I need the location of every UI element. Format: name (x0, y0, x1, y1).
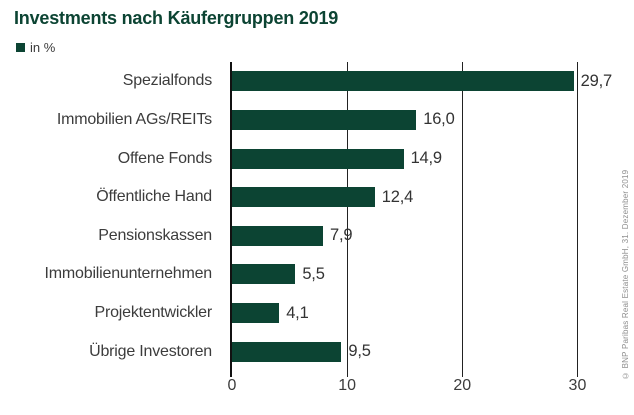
value-label: 4,1 (286, 303, 309, 322)
value-label: 5,5 (302, 264, 325, 283)
bar-rows: 29,7 16,0 14,9 12,4 7,9 5,5 (232, 62, 612, 371)
x-tick-label: 10 (338, 377, 357, 394)
value-label: 16,0 (423, 110, 455, 129)
chart-title: Investments nach Käufergruppen 2019 (14, 8, 339, 28)
bar-row: 4,1 (232, 294, 612, 333)
source-note: © BNP Paribas Real Estate GmbH, 31. Deze… (621, 169, 630, 380)
gridline-20 (462, 62, 464, 377)
category-label: Offene Fonds (117, 149, 212, 167)
bar (232, 187, 375, 208)
x-tick-label: 0 (227, 377, 237, 394)
value-label: 9,5 (348, 342, 371, 361)
bar (232, 264, 296, 285)
bar (232, 148, 404, 169)
y-axis-line (230, 62, 232, 377)
plot-area: 29,7 16,0 14,9 12,4 7,9 5,5 (230, 62, 612, 377)
category-label: Pensionskassen (98, 226, 212, 244)
bar-row: 16,0 (232, 101, 612, 140)
value-label: 12,4 (381, 187, 414, 206)
value-label: 14,9 (410, 149, 443, 168)
bar-row: 12,4 (232, 178, 612, 217)
category-label: Projektentwickler (94, 304, 212, 322)
bar-row: 7,9 (232, 217, 612, 256)
x-tick-label: 30 (568, 377, 587, 394)
bar (232, 303, 280, 324)
category-label: Öffentliche Hand (96, 188, 212, 206)
category-label: Übrige Investoren (89, 342, 212, 360)
value-label: 29,7 (580, 71, 613, 90)
x-tick-label: 20 (453, 377, 472, 394)
category-label: Spezialfonds (122, 72, 212, 90)
legend-label: in % (30, 40, 56, 55)
bar (232, 341, 342, 362)
legend-swatch-icon (16, 43, 25, 52)
bar-row: 5,5 (232, 255, 612, 294)
bar (232, 225, 323, 246)
value-label: 7,9 (329, 226, 353, 245)
category-axis: Spezialfonds Immobilien AGs/REITs Offene… (0, 62, 222, 371)
bar-row: 14,9 (232, 139, 612, 178)
bar (232, 109, 417, 130)
category-label: Immobilienunternehmen (44, 265, 213, 283)
bar-row: 9,5 (232, 332, 612, 371)
bar (232, 71, 574, 92)
bar-row: 29,7 (232, 62, 612, 101)
gridline-30 (577, 62, 579, 377)
category-label: Immobilien AGs/REITs (56, 110, 212, 128)
legend: in % (16, 40, 55, 55)
gridline-10 (347, 62, 349, 377)
x-axis: 0 10 20 30 (228, 377, 612, 397)
